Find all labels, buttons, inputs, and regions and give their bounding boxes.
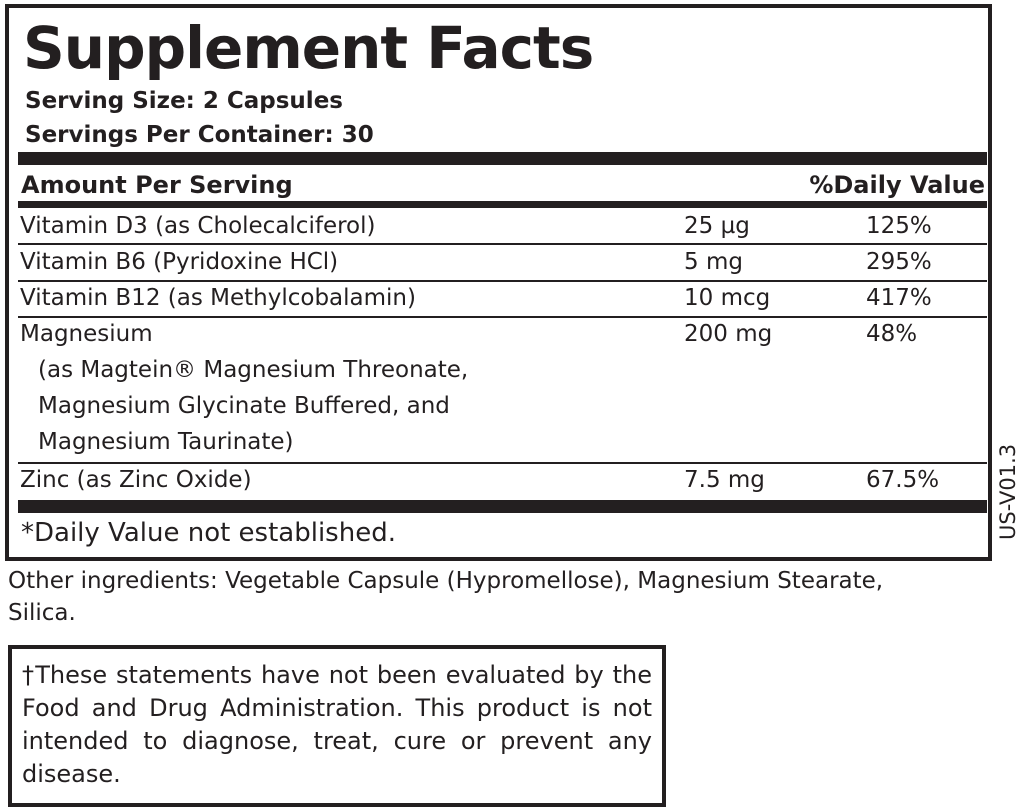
row-amount: 10 mcg (684, 285, 771, 311)
panel-title: Supplement Facts (23, 14, 594, 82)
row-amount: 7.5 mg (684, 467, 765, 493)
row-name: Magnesium (20, 321, 153, 347)
row-divider (18, 243, 987, 245)
row-name: Vitamin B6 (Pyridoxine HCl) (20, 249, 339, 275)
row-name: Zinc (as Zinc Oxide) (20, 467, 252, 493)
amount-per-serving-header: Amount Per Serving (21, 171, 293, 199)
row-dv: 295% (866, 249, 932, 275)
supplement-facts-panel: Supplement Facts Serving Size: 2 Capsule… (5, 4, 992, 561)
footnote: *Daily Value not established. (21, 518, 396, 548)
thick-divider (18, 152, 987, 165)
daily-value-header: %Daily Value (809, 171, 985, 199)
row-amount: 200 mg (684, 321, 773, 347)
medium-divider (18, 201, 987, 208)
row-divider (18, 316, 987, 318)
other-ingredients: Other ingredients: Vegetable Capsule (Hy… (8, 568, 884, 626)
row-divider (18, 280, 987, 282)
row-dv: 417% (866, 285, 932, 311)
row-subtext: Magnesium Taurinate) (38, 429, 294, 455)
serving-size: Serving Size: 2 Capsules (25, 88, 343, 114)
version-code: US-V01.3 (996, 443, 1020, 540)
row-dv: 67.5% (866, 467, 940, 493)
row-name: Vitamin D3 (as Cholecalciferol) (20, 213, 376, 239)
thick-divider (18, 500, 987, 513)
fda-disclaimer: †These statements have not been evaluate… (22, 661, 652, 788)
row-name: Vitamin B12 (as Methylcobalamin) (20, 285, 416, 311)
row-dv: 48% (866, 321, 918, 347)
row-divider (18, 462, 987, 464)
row-subtext: (as Magtein® Magnesium Threonate, (38, 357, 469, 383)
row-amount: 25 µg (684, 213, 750, 239)
row-subtext: Magnesium Glycinate Buffered, and (38, 393, 450, 419)
row-dv: 125% (866, 213, 932, 239)
row-amount: 5 mg (684, 249, 743, 275)
fda-disclaimer-box: †These statements have not been evaluate… (8, 645, 666, 807)
servings-per-container: Servings Per Container: 30 (25, 122, 374, 148)
